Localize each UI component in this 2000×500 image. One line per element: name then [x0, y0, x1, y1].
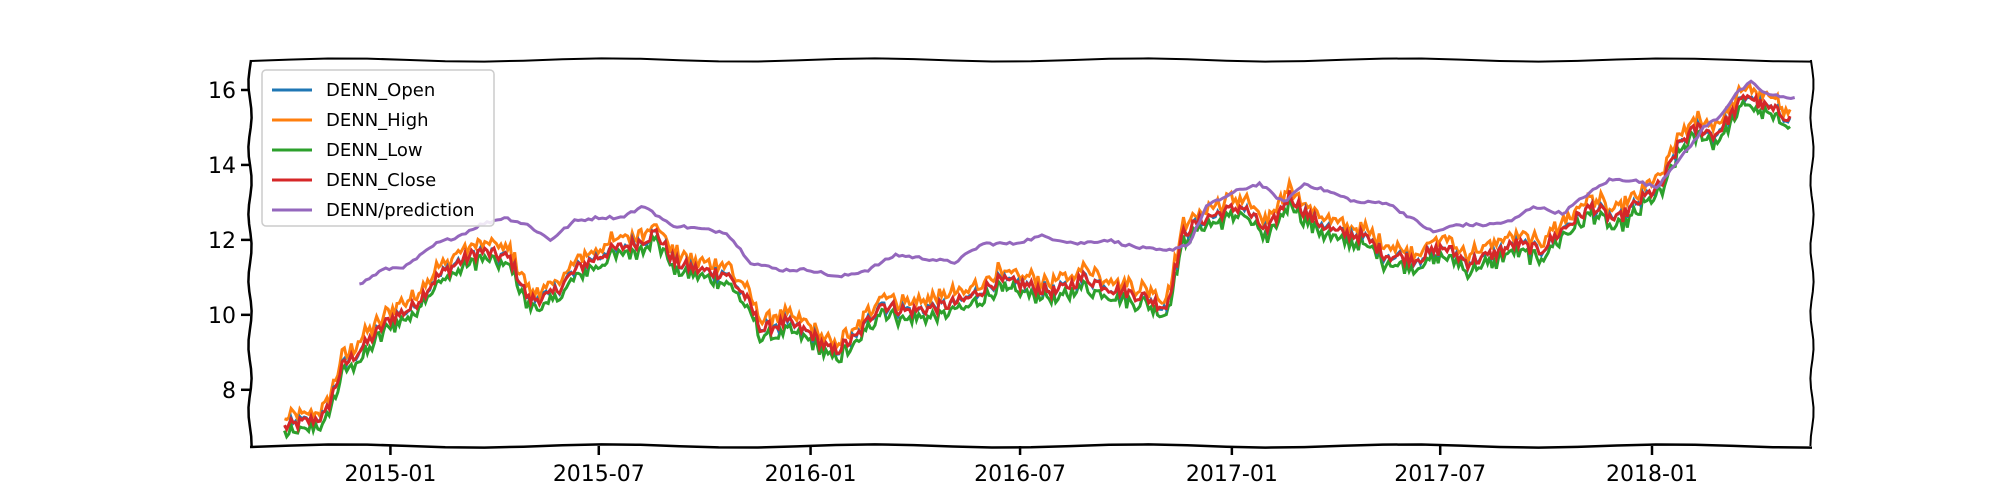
legend-box	[261, 69, 495, 227]
legend: DENN_Open DENN_High DENN_Low DENN_Close DENN…	[261, 69, 495, 227]
legend-label: DENN_High	[326, 110, 429, 131]
legend-label: DENN/prediction	[326, 200, 475, 221]
axis-top-spine	[249, 57, 1813, 63]
x-tick-label: 2016-01	[765, 462, 857, 487]
axis-bottom-spine	[249, 443, 1813, 449]
y-tick-label: 10	[208, 304, 236, 329]
x-tick-label: 2017-07	[1394, 462, 1486, 487]
series-line-denn-high	[284, 81, 1792, 425]
x-tick-label: 2016-07	[974, 462, 1066, 487]
y-tick-label: 8	[222, 379, 236, 404]
legend-label: DENN_Low	[326, 140, 423, 161]
y-tick-label: 12	[208, 229, 236, 254]
axis-left-spine	[247, 59, 253, 447]
x-tick-label: 2018-01	[1606, 462, 1698, 487]
y-tick-label: 14	[208, 154, 236, 179]
x-tick-label: 2015-07	[553, 462, 645, 487]
series-line-denn-close	[283, 92, 1792, 434]
series-line-denn-prediction	[359, 79, 1796, 286]
series-layer	[283, 79, 1796, 440]
legend-label: DENN_Close	[326, 170, 436, 191]
series-line-denn-low	[283, 97, 1791, 440]
x-tick-label: 2017-01	[1186, 462, 1278, 487]
x-tick-label: 2015-01	[344, 462, 436, 487]
legend-label: DENN_Open	[326, 80, 435, 101]
axes: 2015-01 2015-07 2016-01 2016-07 2017-01 2017-…	[208, 57, 1815, 487]
axis-right-spine	[1809, 59, 1815, 447]
y-tick-label: 16	[208, 79, 236, 104]
